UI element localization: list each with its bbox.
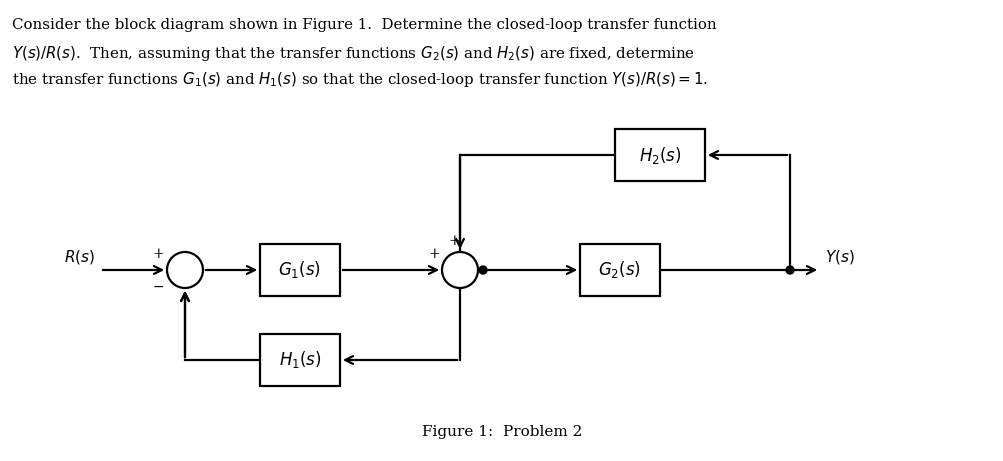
Text: $Y(s)/R(s)$.  Then, assuming that the transfer functions $G_2(s)$ and $H_2(s)$ a: $Y(s)/R(s)$. Then, assuming that the tra…	[12, 44, 694, 63]
Bar	[260, 334, 340, 386]
Text: Consider the block diagram shown in Figure 1.  Determine the closed-loop transfe: Consider the block diagram shown in Figu…	[12, 18, 716, 32]
Text: +: +	[152, 247, 163, 261]
Text: $G_2(s)$: $G_2(s)$	[598, 260, 641, 280]
Bar	[615, 129, 704, 181]
Text: $H_1(s)$: $H_1(s)$	[279, 349, 321, 371]
Text: +: +	[448, 234, 460, 248]
Text: the transfer functions $G_1(s)$ and $H_1(s)$ so that the closed-loop transfer fu: the transfer functions $G_1(s)$ and $H_1…	[12, 70, 707, 89]
Bar	[580, 244, 659, 296]
Text: Figure 1:  Problem 2: Figure 1: Problem 2	[421, 425, 582, 439]
Text: $Y(s)$: $Y(s)$	[824, 248, 854, 266]
Circle shape	[785, 266, 793, 274]
Text: $R(s)$: $R(s)$	[64, 248, 95, 266]
Text: $-$: $-$	[151, 279, 163, 293]
Text: +: +	[428, 247, 439, 261]
Bar	[260, 244, 340, 296]
Text: $G_1(s)$: $G_1(s)$	[278, 260, 321, 280]
Circle shape	[166, 252, 203, 288]
Circle shape	[441, 252, 477, 288]
Text: $H_2(s)$: $H_2(s)$	[638, 144, 681, 165]
Circle shape	[478, 266, 486, 274]
